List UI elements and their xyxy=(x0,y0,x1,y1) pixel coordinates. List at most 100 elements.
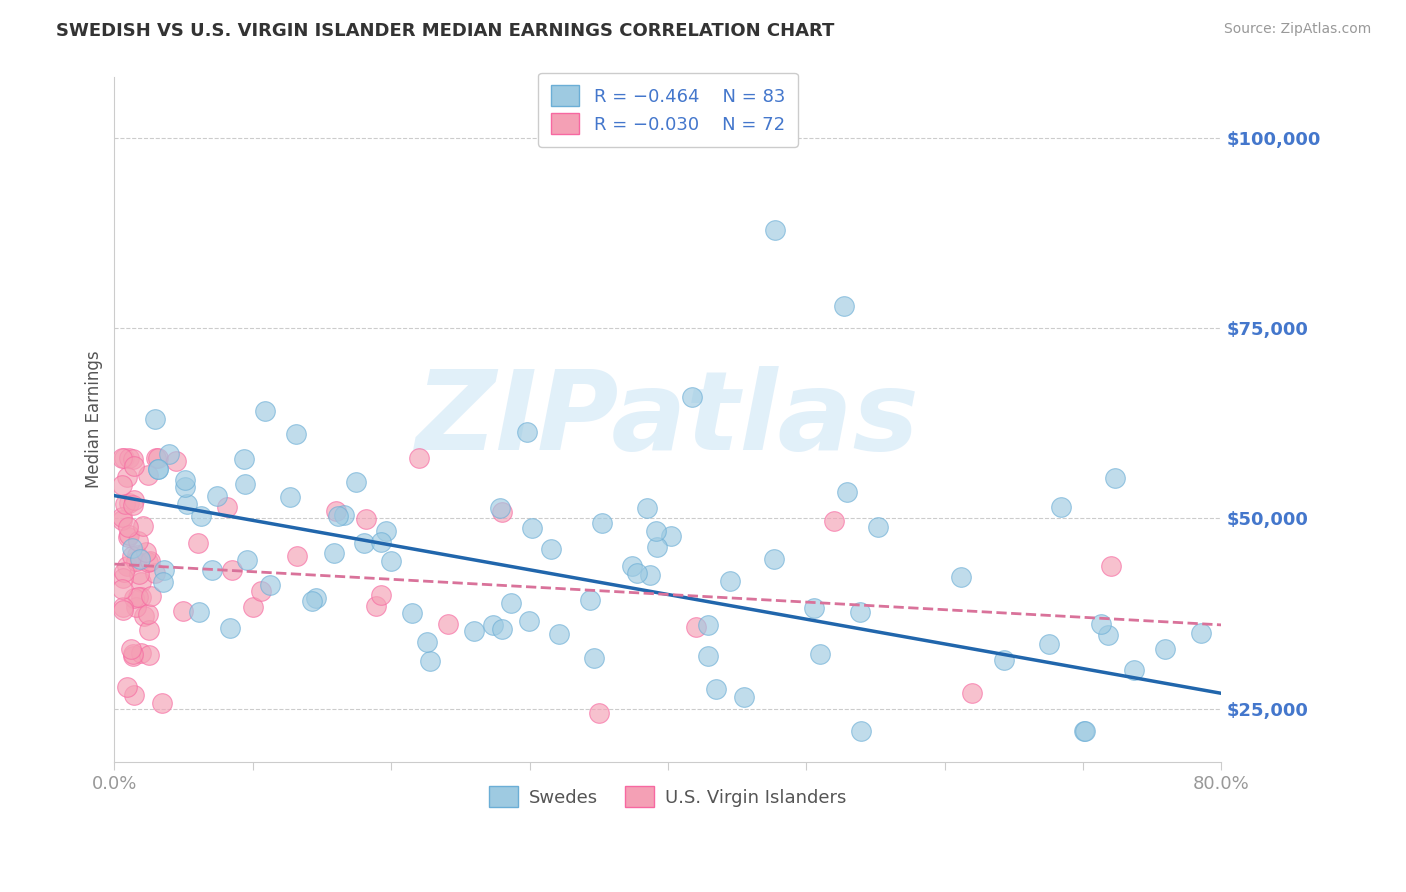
Point xyxy=(1050,500,1073,514)
Point xyxy=(111,450,134,465)
Point xyxy=(419,654,441,668)
Point xyxy=(849,605,872,619)
Point xyxy=(344,475,367,489)
Point xyxy=(135,544,157,558)
Point xyxy=(117,520,139,534)
Point xyxy=(127,590,149,604)
Point xyxy=(579,592,602,607)
Point xyxy=(851,724,873,739)
Point xyxy=(517,614,540,628)
Point xyxy=(131,574,153,589)
Point xyxy=(696,618,718,632)
Point xyxy=(636,501,658,516)
Point xyxy=(254,403,277,417)
Point xyxy=(1154,642,1177,657)
Point xyxy=(681,390,703,404)
Point xyxy=(437,617,460,632)
Point xyxy=(949,570,972,584)
Point xyxy=(501,596,523,610)
Point xyxy=(172,604,194,618)
Point xyxy=(1097,628,1119,642)
Point xyxy=(278,490,301,504)
Point xyxy=(132,608,155,623)
Point xyxy=(145,450,167,465)
Point xyxy=(122,647,145,661)
Point xyxy=(120,641,142,656)
Point xyxy=(141,589,163,603)
Point xyxy=(374,524,396,538)
Point xyxy=(127,548,149,562)
Point xyxy=(659,529,682,543)
Point xyxy=(463,624,485,639)
Point xyxy=(201,563,224,577)
Point xyxy=(122,452,145,467)
Point xyxy=(370,588,392,602)
Point xyxy=(491,622,513,636)
Point xyxy=(482,618,505,632)
Point xyxy=(111,600,134,615)
Point xyxy=(148,462,170,476)
Point xyxy=(866,520,889,534)
Point xyxy=(762,552,785,566)
Point xyxy=(136,555,159,569)
Point xyxy=(408,450,430,465)
Point xyxy=(416,634,439,648)
Point xyxy=(173,474,195,488)
Point xyxy=(136,468,159,483)
Point xyxy=(221,563,243,577)
Point xyxy=(356,512,378,526)
Point xyxy=(136,607,159,622)
Point xyxy=(111,513,134,527)
Point xyxy=(121,549,143,564)
Point xyxy=(1104,471,1126,485)
Point xyxy=(165,454,187,468)
Point xyxy=(626,566,648,581)
Point xyxy=(491,506,513,520)
Point xyxy=(380,554,402,568)
Point xyxy=(326,508,349,523)
Point xyxy=(118,495,141,509)
Point xyxy=(250,583,273,598)
Point xyxy=(242,600,264,615)
Point xyxy=(516,425,538,440)
Point xyxy=(520,521,543,535)
Point xyxy=(131,591,153,605)
Point xyxy=(118,450,141,465)
Point xyxy=(111,582,134,596)
Point xyxy=(111,603,134,617)
Point xyxy=(704,682,727,697)
Point xyxy=(219,621,242,635)
Point xyxy=(117,530,139,544)
Point xyxy=(370,535,392,549)
Point xyxy=(322,545,344,559)
Point xyxy=(115,559,138,574)
Point xyxy=(152,563,174,577)
Point xyxy=(143,412,166,426)
Text: Source: ZipAtlas.com: Source: ZipAtlas.com xyxy=(1223,22,1371,37)
Point xyxy=(645,524,668,538)
Point xyxy=(122,458,145,473)
Point xyxy=(733,690,755,704)
Point xyxy=(124,554,146,568)
Point xyxy=(128,552,150,566)
Point xyxy=(285,549,308,564)
Point xyxy=(146,450,169,465)
Point xyxy=(962,686,984,700)
Point xyxy=(127,533,149,548)
Point xyxy=(173,480,195,494)
Point xyxy=(132,519,155,533)
Point xyxy=(122,648,145,663)
Point xyxy=(588,706,610,721)
Point xyxy=(233,452,256,467)
Point xyxy=(128,567,150,582)
Text: ZIPatlas: ZIPatlas xyxy=(416,366,920,473)
Point xyxy=(129,646,152,660)
Legend: Swedes, U.S. Virgin Islanders: Swedes, U.S. Virgin Islanders xyxy=(482,779,853,814)
Point xyxy=(993,653,1015,667)
Point xyxy=(233,477,256,491)
Point xyxy=(190,509,212,524)
Point xyxy=(118,528,141,542)
Point xyxy=(122,493,145,508)
Point xyxy=(305,591,328,605)
Point xyxy=(1090,617,1112,632)
